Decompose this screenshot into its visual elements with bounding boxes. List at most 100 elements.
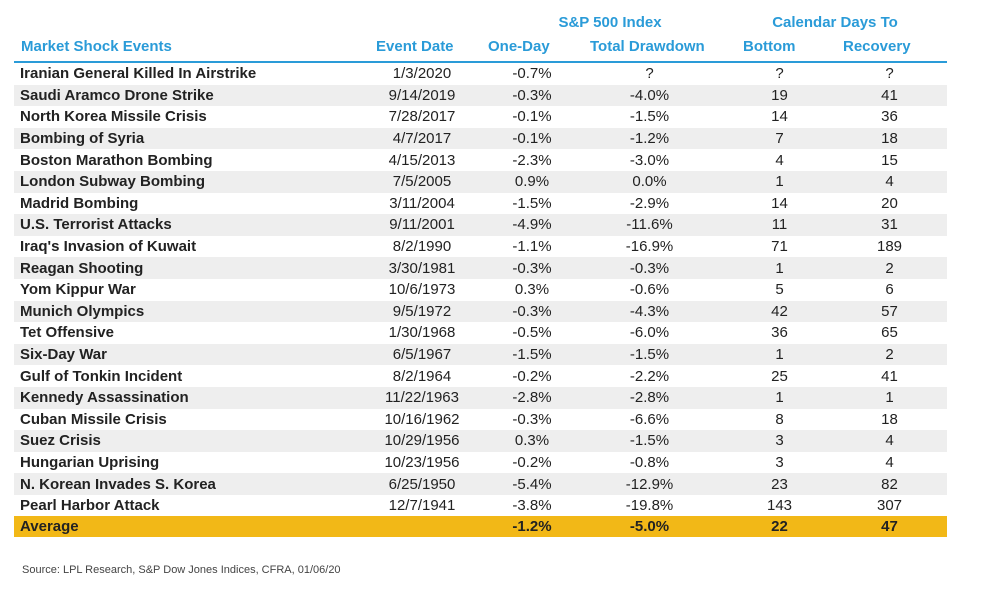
cell-bottom: 1 (727, 386, 832, 409)
table-row: Yom Kippur War 10/6/1973 0.3% -0.6% 5 6 (14, 279, 947, 301)
cell-drawdown: -4.0% (572, 84, 727, 107)
cell-bottom: 1 (727, 170, 832, 193)
cell-bottom: 8 (775, 410, 784, 428)
cell-drawdown: -1.5% (572, 343, 727, 366)
cell-recovery: 189 (876, 238, 903, 256)
table-row: Saudi Aramco Drone Strike 9/14/2019 -0.3% -… (14, 84, 947, 107)
cell-drawdown: -3.0% (629, 151, 670, 169)
cell-oneday: -0.1% (492, 127, 572, 150)
cell-event: Gulf of Tonkin Incident (20, 367, 183, 385)
table-row: Iraq's Invasion of Kuwait 8/2/1990 -1.1% -1… (14, 236, 947, 258)
cell-oneday: -5.4% (492, 473, 572, 495)
average-oneday: -1.2% (492, 516, 572, 538)
col-header-bottom: Bottom (743, 38, 796, 55)
cell-event: Reagan Shooting (14, 257, 352, 279)
table-row: London Subway Bombing 7/5/2005 0.9% 0.0% 1 4 (14, 170, 947, 193)
table-row: Bombing of Syria 4/7/2017 -0.1% -1.2% 7 18 (14, 127, 947, 150)
cell-oneday: -3.8% (512, 497, 552, 515)
cell-drawdown: -6.0% (629, 324, 670, 342)
cell-recovery: 18 (881, 410, 898, 428)
cell-oneday: -0.2% (512, 453, 552, 471)
table-row: Pearl Harbor Attack 12/7/1941 -3.8% -19.8% 1… (14, 495, 947, 517)
cell-oneday: -4.9% (492, 214, 572, 236)
cell-event: Bombing of Syria (14, 127, 352, 150)
average-row: Average -1.2% -5.0% 22 47 (14, 516, 947, 538)
group-header-calendar-days: Calendar Days To (772, 14, 898, 31)
cell-bottom: 36 (771, 324, 788, 342)
table-row: North Korea Missile Crisis 7/28/2017 -0.1%… (14, 106, 947, 128)
cell-event: Iranian General Killed In Airstrike (20, 65, 257, 83)
cell-date: 4/15/2013 (388, 151, 456, 169)
cell-recovery: ? (885, 65, 894, 83)
cell-oneday: -2.3% (512, 151, 552, 169)
cell-date: 4/7/2017 (352, 127, 492, 150)
cell-drawdown: -19.8% (625, 497, 674, 515)
cell-event: North Korea Missile Crisis (20, 108, 207, 126)
cell-date: 3/30/1981 (352, 257, 492, 279)
cell-bottom: 143 (766, 497, 793, 515)
cell-bottom: 42 (727, 300, 832, 323)
cell-oneday: -1.1% (512, 238, 552, 256)
col-header-drawdown: Total Drawdown (590, 38, 705, 55)
cell-event: Pearl Harbor Attack (20, 497, 160, 515)
cell-oneday: 0.3% (514, 281, 550, 299)
cell-date: 7/28/2017 (388, 108, 456, 126)
col-header-event: Market Shock Events (21, 38, 172, 55)
col-header-date: Event Date (376, 38, 454, 55)
group-header-sp500: S&P 500 Index (558, 14, 662, 31)
cell-recovery: 41 (832, 84, 947, 107)
cell-recovery: 65 (881, 324, 898, 342)
average-recovery: 47 (832, 516, 947, 538)
cell-recovery: 57 (832, 300, 947, 323)
cell-drawdown: -1.5% (629, 108, 670, 126)
table-row: Six-Day War 6/5/1967 -1.5% -1.5% 1 2 (14, 343, 947, 366)
cell-oneday: -0.3% (492, 300, 572, 323)
cell-bottom: 14 (771, 108, 788, 126)
cell-drawdown: -6.6% (629, 410, 670, 428)
cell-drawdown: -0.3% (572, 257, 727, 279)
cell-bottom: ? (775, 65, 784, 83)
table-row: Reagan Shooting 3/30/1981 -0.3% -0.3% 1 2 (14, 257, 947, 279)
cell-recovery: 15 (881, 151, 898, 169)
cell-drawdown: -2.2% (629, 367, 670, 385)
cell-drawdown: -1.5% (572, 430, 727, 452)
cell-event: Saudi Aramco Drone Strike (14, 84, 352, 107)
cell-drawdown: -0.8% (629, 453, 670, 471)
average-label: Average (14, 516, 352, 538)
cell-bottom: 25 (771, 367, 788, 385)
cell-oneday: -1.5% (512, 194, 552, 212)
header-rule (14, 61, 947, 63)
cell-drawdown: -0.6% (629, 281, 670, 299)
cell-drawdown: -12.9% (572, 473, 727, 495)
cell-date: 10/29/1956 (352, 430, 492, 452)
cell-event: Six-Day War (14, 343, 352, 366)
cell-date: 6/5/1967 (352, 343, 492, 366)
cell-recovery: 2 (832, 343, 947, 366)
cell-bottom: 71 (771, 238, 788, 256)
cell-bottom: 5 (775, 281, 784, 299)
cell-date: 12/7/1941 (388, 497, 456, 515)
average-empty (352, 516, 492, 538)
cell-date: 10/23/1956 (384, 453, 460, 471)
cell-date: 7/5/2005 (352, 170, 492, 193)
table-body: Iranian General Killed In Airstrike 1/3/2… (14, 63, 947, 538)
cell-drawdown: -16.9% (625, 238, 674, 256)
table-row: Hungarian Uprising 10/23/1956 -0.2% -0.8% 3 4 (14, 452, 947, 474)
cell-bottom: 4 (775, 151, 784, 169)
cell-recovery: 82 (832, 473, 947, 495)
cell-bottom: 3 (775, 453, 784, 471)
cell-event: U.S. Terrorist Attacks (14, 214, 352, 236)
cell-oneday: -0.3% (512, 410, 552, 428)
cell-date: 6/25/1950 (352, 473, 492, 495)
cell-oneday: -0.1% (512, 108, 552, 126)
cell-event: Yom Kippur War (20, 281, 136, 299)
market-shock-table: Iranian General Killed In Airstrike 1/3/2… (14, 63, 947, 538)
table-row: Boston Marathon Bombing 4/15/2013 -2.3% -3.… (14, 149, 947, 171)
cell-bottom: 19 (727, 84, 832, 107)
cell-event: N. Korean Invades S. Korea (14, 473, 352, 495)
table-row: N. Korean Invades S. Korea 6/25/1950 -5.4%… (14, 473, 947, 495)
cell-oneday: -1.5% (492, 343, 572, 366)
cell-date: 9/5/1972 (352, 300, 492, 323)
cell-oneday: 0.9% (492, 170, 572, 193)
col-header-oneday: One-Day (488, 38, 550, 55)
